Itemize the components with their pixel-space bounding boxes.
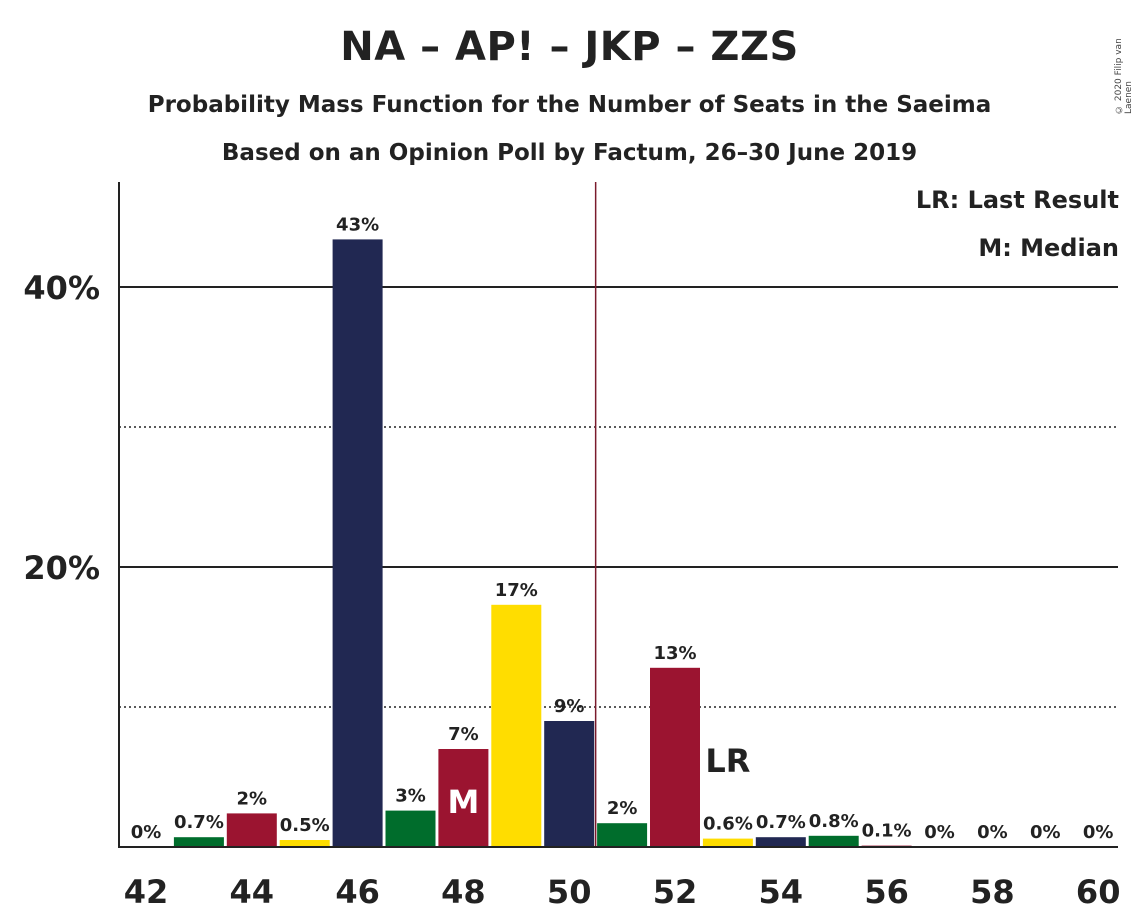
bar-value-label: 0% xyxy=(977,822,1008,843)
x-tick-label: 48 xyxy=(441,873,486,911)
y-tick-label: 20% xyxy=(23,549,100,587)
bar-value-label: 0.7% xyxy=(756,812,806,833)
bar-seat-46 xyxy=(332,239,383,847)
bar-value-label: 0.7% xyxy=(174,812,224,833)
bar-value-label: 0% xyxy=(924,822,955,843)
x-tick-label: 44 xyxy=(230,873,275,911)
bar-value-label: 17% xyxy=(495,580,538,601)
chart-title: NA – AP! – JKP – ZZS xyxy=(340,24,799,70)
chart-subtitle-source: Based on an Opinion Poll by Factum, 26–3… xyxy=(221,140,918,166)
x-tick-label: 42 xyxy=(124,873,169,911)
bar-seat-44 xyxy=(226,813,277,847)
bar-seat-51 xyxy=(597,823,648,847)
bar-seat-54 xyxy=(755,837,806,847)
bar-seat-50 xyxy=(544,721,595,847)
bar-value-label: 0% xyxy=(1083,822,1114,843)
x-tick-label: 56 xyxy=(864,873,909,911)
last-result-marker: LR xyxy=(705,742,750,780)
bar-seat-48 xyxy=(438,749,489,847)
x-tick-label: 60 xyxy=(1076,873,1121,911)
x-tick-label: 52 xyxy=(653,873,698,911)
legend-last-result: LR: Last Result xyxy=(915,186,1119,214)
x-tick-label: 50 xyxy=(547,873,592,911)
bar-value-label: 2% xyxy=(607,798,638,819)
bar-value-label: 13% xyxy=(653,643,696,664)
bar-seat-47 xyxy=(385,810,436,847)
bar-value-label: 0% xyxy=(1030,822,1061,843)
bar-value-label: 0.5% xyxy=(280,815,330,836)
bar-seat-49 xyxy=(491,604,542,847)
y-tick-label: 40% xyxy=(23,269,100,307)
bar-value-label: 0% xyxy=(131,822,162,843)
bar-seat-52 xyxy=(650,667,700,847)
bar-seat-55 xyxy=(808,835,859,847)
bar-seat-43 xyxy=(173,837,224,847)
chart-subtitle: Probability Mass Function for the Number… xyxy=(147,92,992,118)
median-marker: M xyxy=(447,783,479,821)
x-tick-label: 58 xyxy=(970,873,1015,911)
x-tick-label: 54 xyxy=(759,873,804,911)
bar-value-label: 7% xyxy=(448,724,479,745)
legend-median: M: Median xyxy=(978,234,1119,262)
bar-value-label: 0.6% xyxy=(703,814,753,835)
bar-value-label: 0.8% xyxy=(809,811,859,832)
bar-seat-53 xyxy=(702,838,753,847)
bar-value-label: 9% xyxy=(554,696,585,717)
bar-value-label: 3% xyxy=(395,786,426,807)
bar-value-label: 0.1% xyxy=(862,821,912,842)
bar-value-label: 43% xyxy=(336,214,379,235)
bar-value-label: 2% xyxy=(237,788,268,809)
bar-seat-45 xyxy=(279,840,330,847)
x-tick-label: 46 xyxy=(335,873,380,911)
